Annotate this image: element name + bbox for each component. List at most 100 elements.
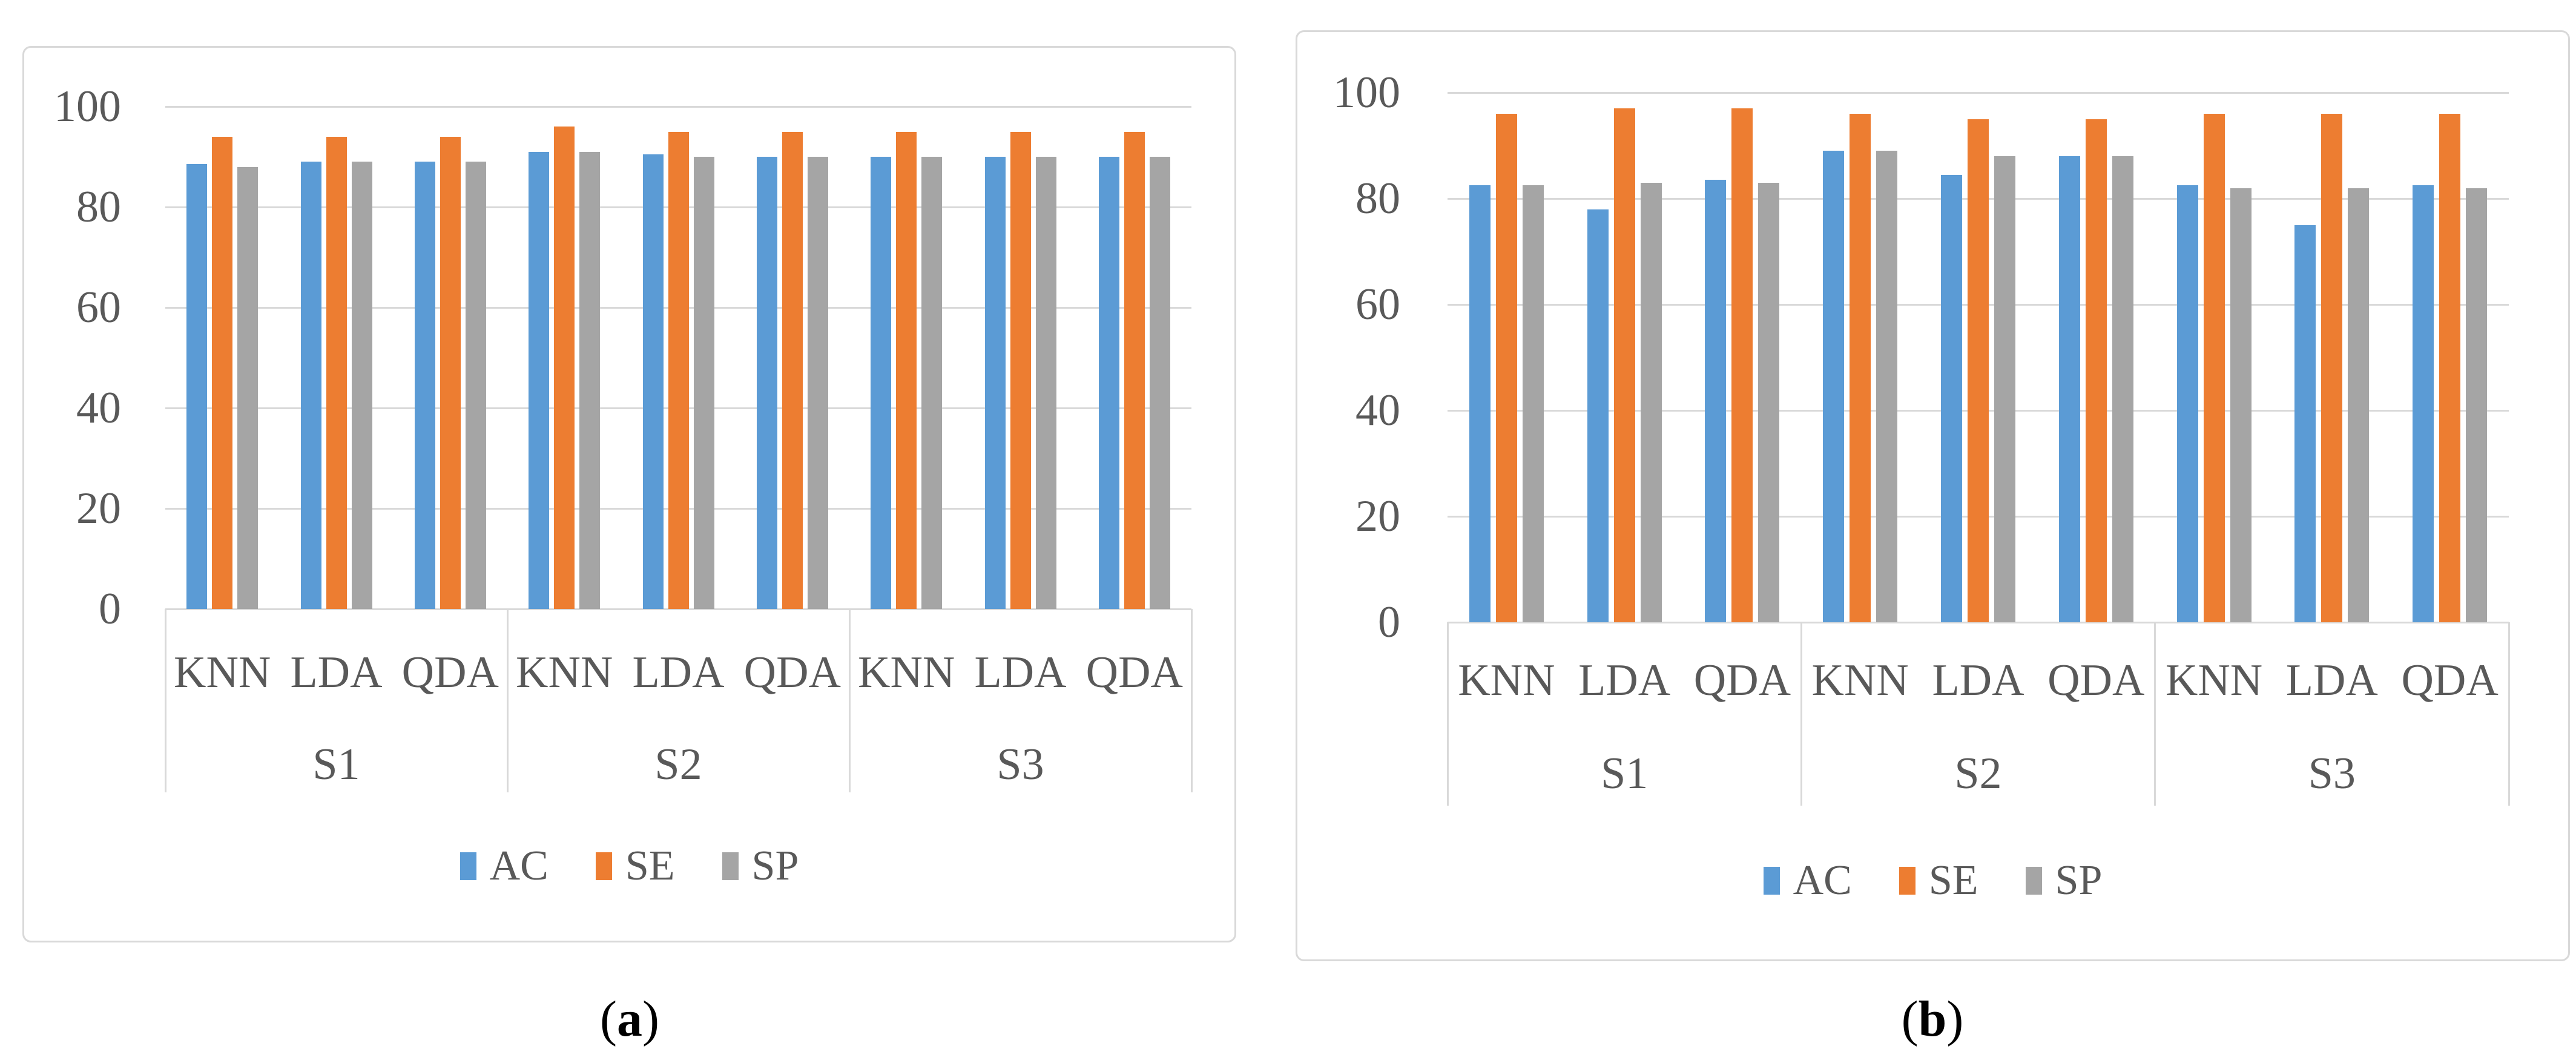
caption-a-close-paren: ) [642,991,659,1047]
bar-sp-s2-lda [693,157,714,609]
chart-panel-b: 0 20 40 60 80 100 KNN LDA QDA KNN LDA QDA KNN LDA QDA S… [1296,30,2570,961]
bar-sp-s2-lda [1994,156,2015,622]
category-label-qda-5: QDA [2047,656,2145,705]
bar-se-s3-knn [2203,114,2225,622]
bar-ac-s1-knn [186,164,208,609]
category-label-lda-4: LDA [1932,656,2024,705]
bar-sp-s3-lda [2348,188,2370,622]
bar-se-s1-qda [440,136,461,609]
bar-ac-s2-lda [1941,174,1962,622]
caption-b-close-paren: ) [1946,991,1964,1047]
bar-ac-s1-lda [1587,209,1609,622]
category-label-knn-0: KNN [174,648,271,697]
y-tick-label-100: 100 [1333,68,1400,117]
bar-ac-s1-qda [414,162,435,609]
bar-ac-s2-knn [1823,151,1845,622]
category-label-qda-2: QDA [401,648,499,697]
bar-se-s2-qda [2085,119,2107,622]
y-tick-label-100: 100 [54,82,121,131]
bar-se-s2-lda [668,131,689,609]
legend: AC SE SP [1297,855,2568,906]
bar-se-s1-qda [1731,108,1753,622]
axis-group-separator-2 [848,609,851,792]
y-tick-label-40: 40 [76,383,121,433]
legend-swatch-sp [2025,867,2042,895]
bar-se-s3-qda [2439,114,2461,622]
bar-sp-s2-knn [1876,151,1898,622]
category-label-lda-7: LDA [2285,656,2378,705]
axis-group-separator-3 [1190,609,1193,792]
bar-se-s2-qda [782,131,803,609]
group-label-s3: S3 [996,740,1044,789]
bar-ac-s2-lda [642,154,664,609]
legend-swatch-ac [460,852,476,880]
bar-ac-s3-knn [2176,185,2198,622]
axis-group-separator-1 [1800,622,1802,806]
legend-swatch-sp [722,852,739,880]
gridline-100 [1448,91,2509,94]
bar-se-s2-knn [554,127,575,609]
category-label-qda-2: QDA [1693,656,1791,705]
y-tick-label-20: 20 [76,484,121,533]
axis-group-separator-2 [2154,622,2156,806]
axis-group-separator-3 [2508,622,2510,806]
bar-sp-s1-knn [1522,185,1544,622]
group-label-s3: S3 [2308,749,2356,798]
legend-item-ac: AC [460,845,548,887]
y-tick-label-0: 0 [99,584,121,634]
group-label-s2: S2 [1954,749,2002,798]
bar-sp-s3-knn [2230,188,2252,622]
bar-ac-s3-lda [2294,225,2316,622]
bar-se-s3-lda [2321,114,2343,622]
caption-b-letter: b [1918,991,1947,1047]
category-label-knn-0: KNN [1458,656,1555,705]
legend-item-sp: SP [722,845,799,887]
legend-item-se: SE [595,843,675,889]
bar-se-s3-knn [896,131,917,609]
bar-ac-s2-knn [529,151,550,609]
category-label-qda-8: QDA [2401,656,2499,705]
caption-b-open-paren: ( [1901,991,1919,1047]
category-label-lda-7: LDA [974,648,1067,697]
bar-se-s2-lda [1968,119,1989,622]
bar-sp-s1-qda [465,162,486,609]
gridline-100 [165,105,1191,108]
category-label-lda-1: LDA [1578,656,1671,705]
legend-label-se: SE [625,843,675,889]
bar-ac-s2-qda [2058,156,2080,622]
legend-label-sp: SP [2055,857,2103,904]
caption-a: (a) [600,990,659,1048]
bar-sp-s3-knn [921,157,943,609]
bar-se-s1-knn [1495,114,1517,622]
bar-sp-s3-qda [2466,188,2488,622]
legend-item-sp: SP [2025,857,2103,904]
bar-sp-s1-lda [351,162,372,609]
group-label-s2: S2 [654,740,702,789]
y-tick-label-80: 80 [1356,174,1400,223]
legend-label-sp: SP [751,843,799,889]
legend: AC SE SP [24,841,1234,892]
caption-a-open-paren: ( [600,991,617,1047]
bar-sp-s3-qda [1149,157,1170,609]
category-label-knn-3: KNN [1811,656,1909,705]
bar-se-s1-lda [1613,108,1635,622]
category-label-lda-1: LDA [290,648,383,697]
caption-b: (b) [1902,990,1964,1048]
caption-a-letter: a [617,991,642,1047]
bar-sp-s2-qda [807,157,828,609]
axis-group-separator-0 [1446,622,1449,806]
axis-group-separator-0 [164,609,166,792]
chart-panel-a: 0 20 40 60 80 100 KNN LDA QDA KNN LDA QDA KNN LDA QDA S… [22,46,1236,942]
bar-ac-s3-knn [871,157,892,609]
category-label-knn-3: KNN [516,648,613,697]
legend-label-ac: AC [489,843,548,889]
bar-se-s1-knn [212,136,233,609]
y-tick-label-40: 40 [1356,386,1400,435]
bar-se-s1-lda [326,136,347,609]
legend-swatch-se [595,852,612,880]
y-tick-label-80: 80 [76,182,121,232]
legend-label-ac: AC [1793,857,1852,904]
category-label-qda-8: QDA [1085,648,1183,697]
bar-se-s3-qda [1124,131,1145,609]
